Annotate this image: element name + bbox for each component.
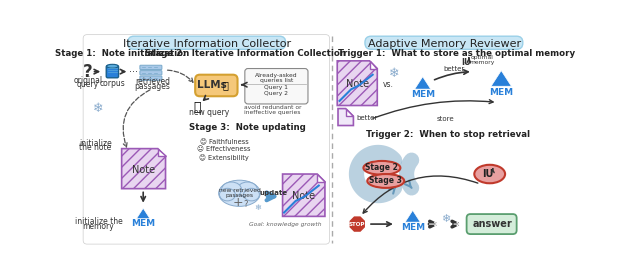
Text: Stage 1:  Note initialization: Stage 1: Note initialization xyxy=(54,49,189,59)
Text: initialize the: initialize the xyxy=(75,217,122,226)
Ellipse shape xyxy=(219,180,260,206)
Text: Note: Note xyxy=(346,79,369,89)
Text: the note: the note xyxy=(79,143,111,152)
Text: Query 2: Query 2 xyxy=(264,91,289,96)
Text: ineffective queries: ineffective queries xyxy=(244,110,301,115)
Text: Stage 3:  Note updating: Stage 3: Note updating xyxy=(189,123,305,132)
Polygon shape xyxy=(158,148,166,156)
Text: queries list: queries list xyxy=(260,78,293,83)
Text: ?: ? xyxy=(83,63,93,81)
FancyArrowPatch shape xyxy=(267,192,275,200)
Text: corpus: corpus xyxy=(100,79,125,88)
Text: optimal: optimal xyxy=(470,55,493,60)
Text: Iterative Information Collector: Iterative Information Collector xyxy=(123,39,291,49)
Polygon shape xyxy=(346,108,353,116)
Ellipse shape xyxy=(237,182,257,197)
FancyBboxPatch shape xyxy=(106,65,118,78)
Text: query: query xyxy=(77,80,99,89)
Text: new retrieved: new retrieved xyxy=(218,189,260,193)
Text: Goal: knowledge growth: Goal: knowledge growth xyxy=(250,222,322,227)
Polygon shape xyxy=(283,174,325,216)
Text: better: better xyxy=(444,66,465,72)
FancyBboxPatch shape xyxy=(83,35,330,244)
Text: +: + xyxy=(232,196,243,209)
Text: memory: memory xyxy=(469,60,495,65)
Text: 🧊: 🧊 xyxy=(223,81,228,91)
Text: answer: answer xyxy=(472,219,512,229)
Polygon shape xyxy=(405,210,420,222)
Text: ❄: ❄ xyxy=(441,214,451,224)
Text: IU: IU xyxy=(461,58,472,67)
Text: MEM: MEM xyxy=(489,88,513,97)
Ellipse shape xyxy=(364,161,401,175)
Polygon shape xyxy=(415,77,431,89)
Text: 😊 Faithfulness: 😊 Faithfulness xyxy=(200,137,248,144)
Text: 💡: 💡 xyxy=(193,100,201,113)
Text: MEM: MEM xyxy=(411,90,435,99)
Text: Note: Note xyxy=(132,165,155,175)
Text: Trigger 2:  When to stop retrieval: Trigger 2: When to stop retrieval xyxy=(366,130,530,139)
Text: Adaptive Memory Reviewer: Adaptive Memory Reviewer xyxy=(368,39,521,49)
Text: 😐 Effectiveness: 😐 Effectiveness xyxy=(197,146,251,153)
Text: Stage 2:  Iterative Information Collection: Stage 2: Iterative Information Collectio… xyxy=(145,49,346,59)
FancyBboxPatch shape xyxy=(140,76,162,80)
Ellipse shape xyxy=(474,165,505,183)
FancyBboxPatch shape xyxy=(365,36,523,49)
Text: IU: IU xyxy=(482,169,493,179)
Text: ❄: ❄ xyxy=(93,102,104,115)
Text: STOP: STOP xyxy=(349,222,365,227)
Text: passages: passages xyxy=(225,193,253,198)
Polygon shape xyxy=(369,61,378,68)
Text: initialize: initialize xyxy=(79,139,112,148)
Text: MEM: MEM xyxy=(131,219,156,227)
Polygon shape xyxy=(338,108,353,126)
Text: better: better xyxy=(356,115,378,121)
Ellipse shape xyxy=(367,174,404,188)
Text: 😊 Extensibility: 😊 Extensibility xyxy=(199,154,249,161)
Polygon shape xyxy=(122,148,166,189)
Text: avoid redundant or: avoid redundant or xyxy=(244,105,301,110)
Text: new query: new query xyxy=(189,108,230,117)
Text: Query 1: Query 1 xyxy=(264,85,289,90)
Polygon shape xyxy=(136,208,150,219)
FancyBboxPatch shape xyxy=(128,36,285,49)
Text: passages: passages xyxy=(134,82,170,91)
Polygon shape xyxy=(349,216,366,233)
Text: vs.: vs. xyxy=(383,80,394,89)
FancyBboxPatch shape xyxy=(467,214,516,234)
Polygon shape xyxy=(317,174,325,182)
Text: ❄: ❄ xyxy=(255,203,261,212)
Text: ...: ... xyxy=(129,64,138,74)
Text: LLMs: LLMs xyxy=(197,81,227,91)
Ellipse shape xyxy=(221,182,241,197)
Text: Trigger 1:  What to store as the optimal memory: Trigger 1: What to store as the optimal … xyxy=(338,49,575,59)
Text: MEM: MEM xyxy=(401,222,425,232)
Text: retrieved: retrieved xyxy=(135,77,170,86)
Text: Note: Note xyxy=(292,191,315,201)
FancyBboxPatch shape xyxy=(140,71,162,75)
FancyBboxPatch shape xyxy=(245,68,308,104)
Text: Stage 3: Stage 3 xyxy=(369,176,402,185)
FancyBboxPatch shape xyxy=(140,65,162,70)
Text: ?: ? xyxy=(243,200,248,209)
Ellipse shape xyxy=(220,188,236,201)
Text: ❄: ❄ xyxy=(389,67,399,80)
Ellipse shape xyxy=(107,64,118,68)
Text: memory: memory xyxy=(83,222,115,231)
Text: Stage 2: Stage 2 xyxy=(365,163,398,172)
Polygon shape xyxy=(337,61,378,105)
Text: update: update xyxy=(259,190,287,195)
Text: Already-asked: Already-asked xyxy=(255,73,298,78)
FancyBboxPatch shape xyxy=(195,75,237,96)
Polygon shape xyxy=(491,71,511,86)
Ellipse shape xyxy=(244,188,259,201)
Text: store: store xyxy=(436,116,454,122)
Text: original: original xyxy=(73,76,102,84)
